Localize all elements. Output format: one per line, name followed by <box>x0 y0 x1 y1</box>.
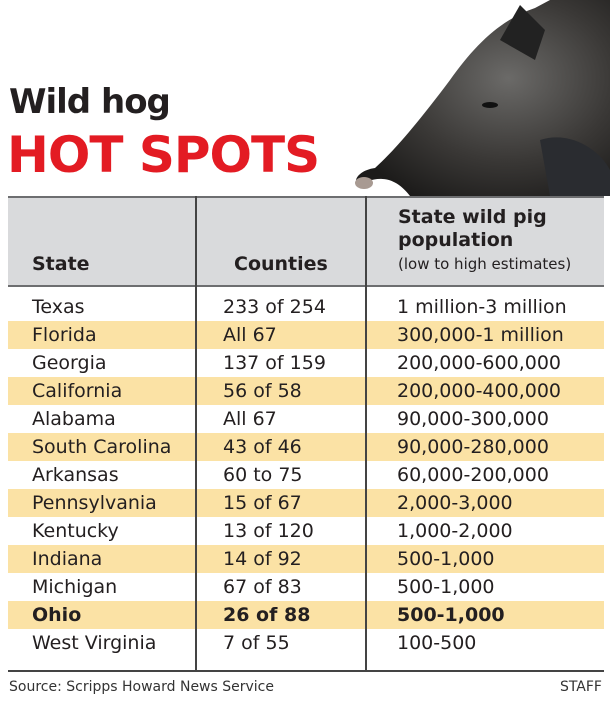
cell-population: 200,000-400,000 <box>397 380 561 402</box>
table-row: West Virginia 7 of 55 100-500 <box>8 629 604 657</box>
header-counties: Counties <box>234 253 328 275</box>
table-row: Kentucky 13 of 120 1,000-2,000 <box>8 517 604 545</box>
cell-counties: 7 of 55 <box>223 632 290 654</box>
cell-population: 2,000-3,000 <box>397 492 513 514</box>
cell-counties: 56 of 58 <box>223 380 302 402</box>
cell-state: Michigan <box>32 576 118 598</box>
cell-population: 100-500 <box>397 632 477 654</box>
table-row: Florida All 67 300,000-1 million <box>8 321 604 349</box>
table-row: Alabama All 67 90,000-300,000 <box>8 405 604 433</box>
cell-counties: 67 of 83 <box>223 576 302 598</box>
cell-population: 60,000-200,000 <box>397 464 549 486</box>
column-divider <box>195 196 197 671</box>
title-line-2: HOT SPOTS <box>7 126 320 184</box>
cell-state: South Carolina <box>32 436 172 458</box>
column-divider <box>365 196 367 671</box>
cell-counties: 137 of 159 <box>223 352 326 374</box>
cell-counties: All 67 <box>223 408 277 430</box>
table-row: Arkansas 60 to 75 60,000-200,000 <box>8 461 604 489</box>
table-row: Michigan 67 of 83 500-1,000 <box>8 573 604 601</box>
cell-state: California <box>32 380 123 402</box>
table-body: Texas 233 of 254 1 million-3 million Florid… <box>8 293 604 657</box>
cell-population: 90,000-300,000 <box>397 408 549 430</box>
cell-population: 500-1,000 <box>397 548 495 570</box>
cell-state: Indiana <box>32 548 103 570</box>
header-population-note: (low to high estimates) <box>398 255 572 273</box>
table-row: South Carolina 43 of 46 90,000-280,000 <box>8 433 604 461</box>
cell-state: Arkansas <box>32 464 119 486</box>
cell-state: Texas <box>32 296 85 318</box>
credit: STAFF <box>559 679 602 695</box>
cell-population: 90,000-280,000 <box>397 436 549 458</box>
cell-counties: 14 of 92 <box>223 548 302 570</box>
table-row: Pennsylvania 15 of 67 2,000-3,000 <box>8 489 604 517</box>
cell-state: Florida <box>32 324 97 346</box>
source-note: Source: Scripps Howard News Service <box>9 679 274 695</box>
title-line-1: Wild hog <box>9 82 171 122</box>
table-row: Georgia 137 of 159 200,000-600,000 <box>8 349 604 377</box>
table-row: Indiana 14 of 92 500-1,000 <box>8 545 604 573</box>
cell-state: West Virginia <box>32 632 157 654</box>
cell-counties: 15 of 67 <box>223 492 302 514</box>
table-row: Texas 233 of 254 1 million-3 million <box>8 293 604 321</box>
cell-population: 500-1,000 <box>397 576 495 598</box>
cell-population: 1 million-3 million <box>397 296 567 318</box>
cell-population: 200,000-600,000 <box>397 352 561 374</box>
cell-counties: 233 of 254 <box>223 296 326 318</box>
table-header: State Counties State wild pig population… <box>8 196 604 287</box>
table-row: Ohio 26 of 88 500-1,000 <box>8 601 604 629</box>
table-row: California 56 of 58 200,000-400,000 <box>8 377 604 405</box>
header-population: State wild pig population (low to high e… <box>398 206 571 276</box>
wild-hog-image <box>355 0 610 196</box>
cell-counties: 26 of 88 <box>223 604 311 626</box>
cell-counties: 43 of 46 <box>223 436 302 458</box>
cell-population: 300,000-1 million <box>397 324 564 346</box>
cell-state: Kentucky <box>32 520 119 542</box>
header-population-line2: population <box>398 229 514 251</box>
header-state: State <box>32 253 90 275</box>
cell-population: 1,000-2,000 <box>397 520 513 542</box>
cell-counties: 13 of 120 <box>223 520 314 542</box>
cell-counties: All 67 <box>223 324 277 346</box>
cell-state: Georgia <box>32 352 107 374</box>
cell-population: 500-1,000 <box>397 604 505 626</box>
table-bottom-rule <box>8 670 604 672</box>
header-population-line1: State wild pig <box>398 206 547 228</box>
cell-state: Ohio <box>32 604 82 626</box>
cell-state: Alabama <box>32 408 116 430</box>
cell-state: Pennsylvania <box>32 492 157 514</box>
cell-counties: 60 to 75 <box>223 464 303 486</box>
